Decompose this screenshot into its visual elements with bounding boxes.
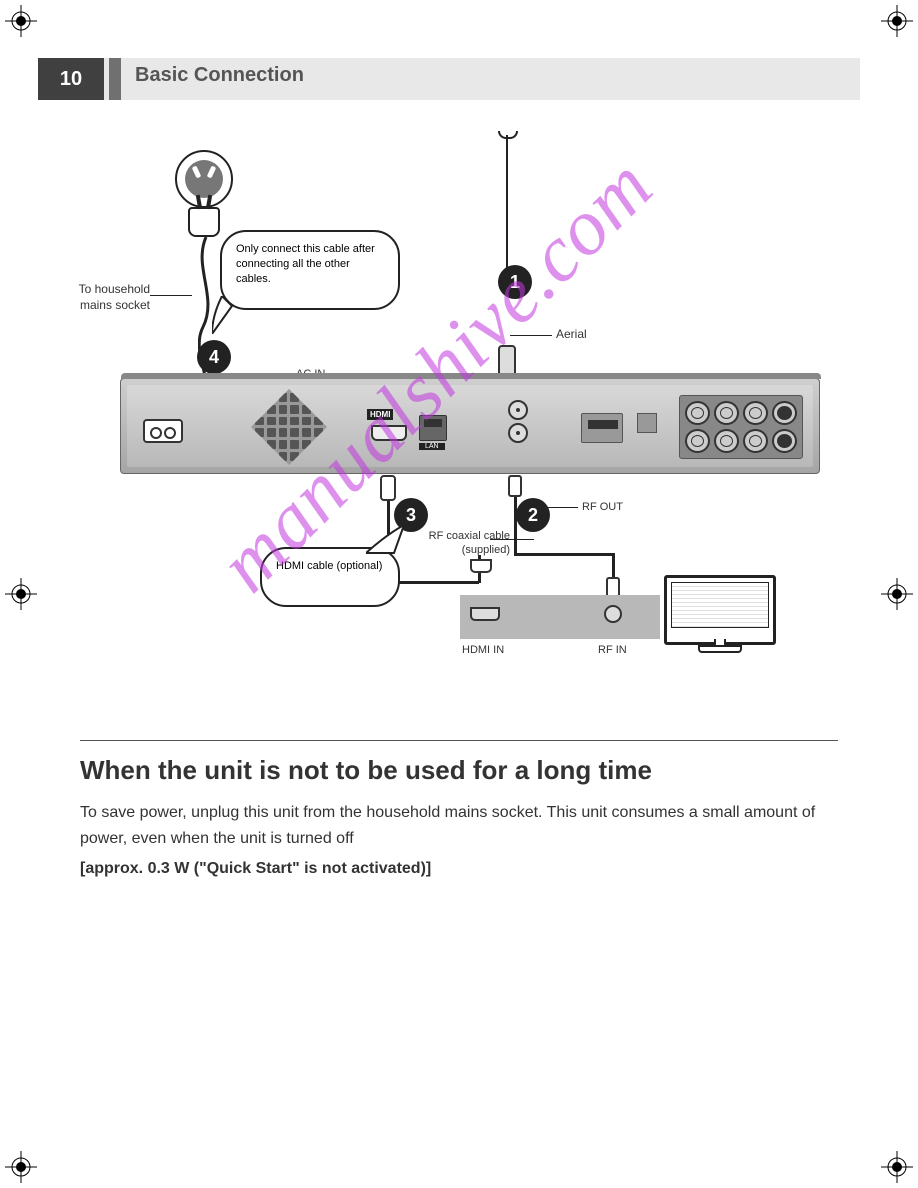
crop-mark [5,1151,37,1183]
crop-mark [881,5,913,37]
power-plug-icon [188,207,220,237]
rca-jack [743,401,768,425]
label-rf-out: RF OUT [582,500,623,514]
av-panel [679,395,803,459]
hdmi-port [371,425,407,441]
callout-power-text: Only connect this cable after connecting… [236,243,375,285]
header-title: Basic Connection [135,64,304,87]
rf-panel [499,397,537,457]
label-hdmi-in: HDMI IN [462,643,504,657]
rf-out-jack [508,423,528,443]
page-number: 10 [38,58,104,100]
device-rear-panel: HDMI LAN [120,378,820,474]
lan-port-label: LAN [419,443,445,450]
hdmi-port-label: HDMI [367,409,393,420]
callout-tail-icon [366,525,404,563]
rca-jack [685,401,710,425]
tv-stand-base [698,645,742,653]
callout-hdmi: HDMI cable (optional) [260,547,400,607]
section-body: To save power, unplug this unit from the… [80,800,838,851]
divider [80,740,838,741]
crop-mark [881,1151,913,1183]
label-aerial: Aerial [556,327,587,343]
ac-inlet-port [143,419,183,443]
connection-diagram: To household mains socket Only connect t… [120,145,820,705]
label-mains: To household mains socket [70,282,150,313]
rca-jack [743,429,768,453]
crop-mark [5,578,37,610]
label-rf-cable: RF coaxial cable (supplied) [420,529,510,558]
hdmi-connector [470,559,492,573]
label-tv-rf-in: RF IN [598,643,627,657]
rca-jack [714,429,739,453]
tv-icon [664,575,776,645]
tv-hdmi-port [470,607,500,621]
rf-cable [514,553,614,556]
power-spec: [approx. 0.3 W ("Quick Start" is not act… [80,856,838,882]
lan-port [419,415,447,441]
section-title: When the unit is not to be used for a lo… [80,755,838,786]
step-4: 4 [197,340,231,374]
svideo-jack [772,429,797,453]
callout-tail-icon [212,296,250,334]
svideo-jack [772,401,797,425]
leader-line [150,295,192,296]
hdmi-cable [387,581,479,584]
crop-mark [881,578,913,610]
usb-panel [581,413,623,443]
leader-line [510,335,552,336]
tv-rf-port [604,605,622,623]
rf-in-jack [508,400,528,420]
callout-power: Only connect this cable after connecting… [220,230,400,310]
optical-port [637,413,657,433]
aerial-cable [506,135,508,275]
rf-connector [508,475,522,497]
crop-mark [5,5,37,37]
step-1: 1 [498,265,532,299]
step-2: 2 [516,498,550,532]
rca-jack [714,401,739,425]
aerial-icon [498,131,518,139]
wall-socket-icon [175,150,233,208]
hdmi-connector [380,475,396,501]
side-tab [109,58,121,100]
rca-jack [685,429,710,453]
rf-cable [514,497,517,553]
